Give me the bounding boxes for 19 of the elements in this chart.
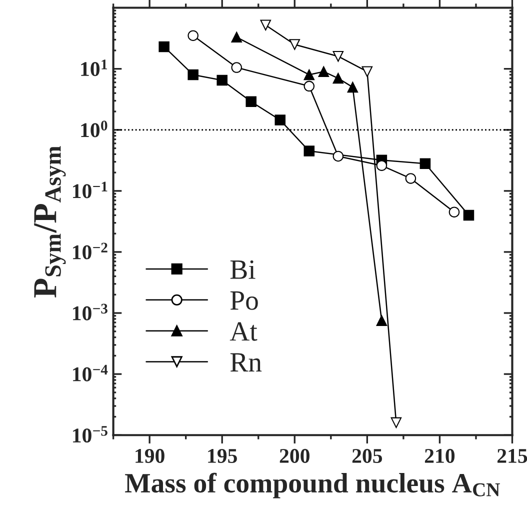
x-tick-label: 205 xyxy=(352,448,382,463)
y-tick-label: 10$^{−4}$ xyxy=(73,364,108,382)
y-tick-label: 10$^{−1}$ xyxy=(73,182,108,198)
y-tick-label: 10$^{−3}$ xyxy=(73,304,108,320)
y-axis-title: P$_{Sym}$/P$_{Asym}$ xyxy=(34,146,66,298)
y-tick-label: 10$^{1}$ xyxy=(81,60,108,76)
legend-label: Po xyxy=(230,291,258,310)
legend-label: Rn xyxy=(230,353,262,372)
x-tick-label: 200 xyxy=(280,448,310,463)
y-tick-label: 10$^{−5}$ xyxy=(73,426,108,443)
y-tick-label: 10$^{−2}$ xyxy=(73,242,108,260)
legend-label: Bi xyxy=(230,260,256,279)
x-tick-label: 210 xyxy=(424,448,455,463)
x-tick-label: 215 xyxy=(497,448,527,463)
x-tick-label: 190 xyxy=(136,448,164,463)
x-tick-label: 195 xyxy=(208,448,237,463)
legend-label: At xyxy=(230,322,258,341)
x-axis-title: Mass of compound nucleus A$_{CN}$ xyxy=(125,472,500,498)
y-tick-label: 10$^{0}$ xyxy=(81,120,108,138)
